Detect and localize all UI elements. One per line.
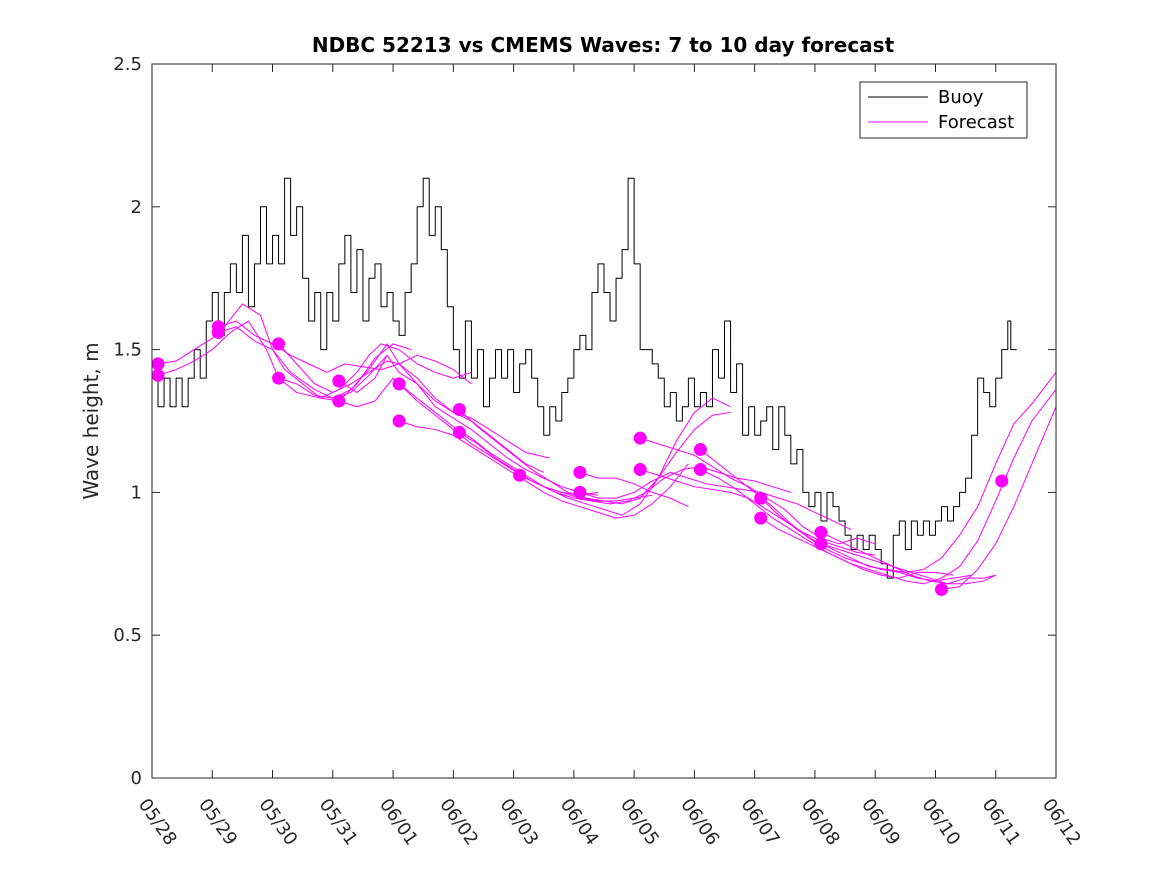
- y-tick-label: 1: [131, 482, 142, 503]
- forecast-marker: [814, 525, 828, 539]
- forecast-marker: [995, 474, 1009, 488]
- forecast-marker: [452, 403, 466, 417]
- x-tick-label: 05/29: [194, 795, 241, 850]
- x-tick-label: 05/30: [254, 795, 301, 850]
- plot-area: [151, 177, 1057, 597]
- series-forecast-line-14: [579, 471, 689, 508]
- y-tick-label: 0.5: [113, 625, 142, 646]
- forecast-marker: [332, 394, 346, 408]
- series-forecast-line-10: [398, 420, 689, 519]
- series-forecast-line-7: [338, 354, 599, 496]
- y-tick-label: 2: [131, 197, 142, 218]
- series-forecast-line-2: [157, 320, 412, 402]
- series-forecast-line-1: [157, 303, 388, 399]
- forecast-marker: [452, 425, 466, 439]
- legend: Buoy Forecast: [859, 81, 1028, 139]
- series-forecast-line-15: [579, 471, 852, 530]
- legend-box: [859, 81, 1028, 139]
- forecast-marker: [151, 357, 165, 371]
- forecast-marker: [693, 463, 707, 477]
- x-tick-label: 06/05: [616, 795, 663, 850]
- forecast-marker: [272, 371, 286, 385]
- y-tick-label: 0: [131, 768, 142, 789]
- series-forecast-line-21: [760, 389, 1057, 585]
- series-forecast-line-13: [519, 466, 791, 505]
- y-tick-label: 2.5: [113, 54, 142, 75]
- series-forecast-line-8: [338, 377, 599, 496]
- series-buoy-line: [151, 177, 1017, 579]
- legend-forecast-label: Forecast: [938, 112, 1014, 133]
- forecast-marker: [272, 337, 286, 351]
- forecast-marker: [151, 368, 165, 382]
- series-forecast-line-22: [820, 531, 996, 585]
- x-tick-label: 06/10: [917, 795, 964, 850]
- series-forecast-line-5: [278, 343, 550, 459]
- forecast-marker: [633, 431, 647, 445]
- forecast-marker: [573, 465, 587, 479]
- series-forecast-line-18: [700, 449, 972, 582]
- forecast-marker: [392, 377, 406, 391]
- x-tick-label: 06/12: [1038, 795, 1085, 850]
- x-tick-label: 06/07: [737, 795, 784, 850]
- forecast-marker: [513, 468, 527, 482]
- series-forecast-line-11: [459, 409, 731, 505]
- x-tick-label: 05/31: [315, 795, 362, 850]
- series-forecast-line-23: [820, 543, 996, 585]
- forecast-marker: [332, 374, 346, 388]
- y-tick-label: 1.5: [113, 340, 142, 361]
- x-tick-label: 06/11: [978, 795, 1025, 850]
- x-tick-label: 06/04: [556, 795, 603, 850]
- forecast-marker: [573, 485, 587, 499]
- y-axis-label: Wave height, m: [79, 342, 103, 499]
- series-forecast-line-24: [941, 406, 1057, 590]
- series-forecast-line-6: [278, 343, 544, 473]
- series-forecast-line-3: [218, 320, 472, 385]
- forecast-marker: [814, 537, 828, 551]
- series-forecast-line-4: [218, 326, 472, 399]
- x-tick-label: 06/08: [797, 795, 844, 850]
- x-tick-label: 05/28: [134, 795, 181, 850]
- forecast-marker: [693, 443, 707, 457]
- x-tick-label: 06/01: [375, 795, 422, 850]
- legend-buoy-label: Buoy: [938, 87, 984, 108]
- forecast-marker: [754, 491, 768, 505]
- forecast-marker: [392, 414, 406, 428]
- x-tick-label: 06/06: [676, 795, 723, 850]
- plot-frame: [151, 63, 1057, 779]
- forecast-marker: [754, 511, 768, 525]
- x-tick-label: 06/03: [496, 795, 543, 850]
- forecast-marker: [211, 325, 225, 339]
- x-tick-label: 06/09: [857, 795, 904, 850]
- series-forecast-line-19: [700, 469, 954, 579]
- y-axis: 0 0.5 1 1.5 2 2.5: [113, 54, 1056, 789]
- forecast-marker: [633, 463, 647, 477]
- series-forecast-line-12: [459, 397, 731, 516]
- forecast-marker: [934, 583, 948, 597]
- x-axis: 05/28 05/29 05/30 05/31 06/01 06/02 06/03 06/04…: [134, 64, 1085, 849]
- series-forecast-line-9: [398, 383, 653, 502]
- chart-title: NDBC 52213 vs CMEMS Waves: 7 to 10 day f…: [312, 33, 895, 57]
- x-tick-label: 06/02: [435, 795, 482, 850]
